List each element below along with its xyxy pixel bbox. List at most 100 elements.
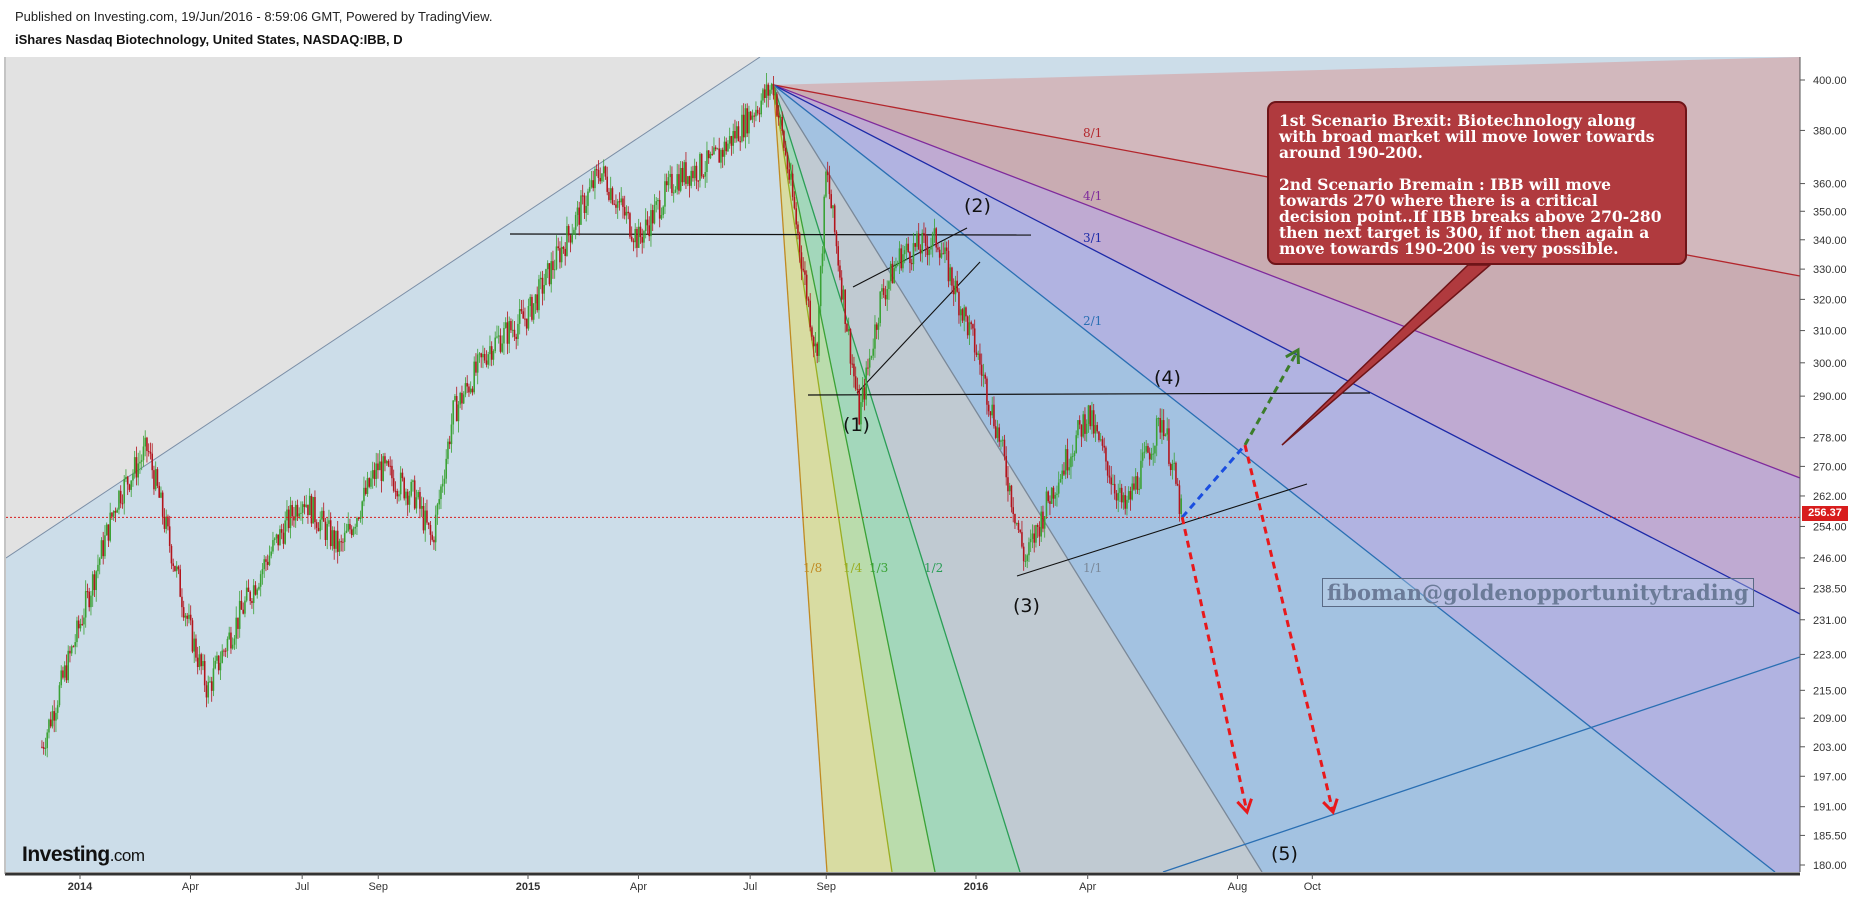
candle-body: [1082, 414, 1085, 437]
resistance-line-mid: [807, 392, 1371, 396]
logo-suffix: .com: [109, 846, 145, 865]
candle-body: [1003, 439, 1006, 456]
y-tick-label: 238.50: [1813, 583, 1847, 595]
candle-body: [149, 451, 152, 454]
candle-body: [363, 487, 365, 502]
candle-body: [728, 136, 731, 144]
candle-body: [1105, 447, 1107, 462]
candle-body: [279, 529, 281, 546]
candle-body: [160, 492, 162, 498]
candle-body: [424, 510, 427, 531]
candle-body: [98, 558, 101, 565]
candle-body: [1150, 453, 1153, 460]
candle-body: [615, 204, 617, 208]
candle-body: [963, 307, 966, 321]
candle-body: [909, 252, 911, 263]
candle-body: [123, 479, 126, 504]
candle-body: [83, 617, 85, 625]
candle-body: [777, 115, 780, 118]
candle-body: [233, 638, 236, 645]
candle-body: [242, 609, 245, 614]
candle-body: [784, 147, 787, 155]
candle-body: [219, 662, 222, 671]
candle-body: [1080, 424, 1083, 437]
candle-body: [1162, 420, 1165, 437]
candle-body: [475, 361, 477, 373]
candle-body: [910, 262, 913, 265]
candle-body: [448, 441, 451, 445]
candle-body: [196, 657, 199, 668]
candle-body: [207, 681, 210, 698]
candle-body: [249, 591, 252, 602]
candle-body: [389, 465, 392, 467]
candle-body: [800, 252, 803, 269]
candle-body: [237, 617, 239, 629]
candle-body: [984, 374, 987, 379]
candle-body: [830, 194, 833, 209]
y-tick-label: 197.00: [1813, 771, 1847, 783]
candle-body: [818, 306, 820, 356]
candle-body: [562, 246, 565, 249]
candle-body: [693, 165, 696, 179]
candle-body: [1091, 410, 1093, 427]
candle-body: [868, 357, 871, 368]
y-tick-label: 231.00: [1813, 615, 1847, 627]
candle-body: [1122, 495, 1125, 503]
candle-body: [776, 94, 778, 116]
candle-body: [398, 494, 400, 497]
candle-body: [296, 504, 299, 517]
y-tick-label: 350.00: [1813, 206, 1847, 218]
candle-body: [336, 530, 339, 552]
candle-body: [422, 505, 425, 531]
candle-body: [1175, 462, 1177, 484]
candle-body: [758, 113, 761, 115]
candle-body: [732, 131, 735, 146]
candle-body: [1024, 560, 1027, 562]
candle-body: [443, 478, 446, 484]
candle-body: [683, 162, 686, 183]
candle-body: [980, 364, 983, 376]
candle-body: [858, 389, 861, 425]
candle-body: [223, 650, 225, 652]
candle-body: [634, 228, 637, 243]
candle-body: [725, 141, 728, 152]
candle-body: [896, 263, 899, 266]
candle-body: [569, 235, 572, 243]
candle-body: [837, 246, 840, 266]
candle-body: [184, 615, 187, 618]
candles: [41, 72, 1183, 758]
candle-body: [723, 141, 726, 157]
candle-body: [979, 353, 981, 365]
candle-body: [940, 253, 943, 258]
candle-body: [116, 509, 119, 513]
candle-body: [349, 523, 351, 530]
candle-body: [559, 248, 561, 263]
candle-body: [655, 201, 658, 205]
candle-body: [851, 363, 854, 365]
candle-body: [702, 176, 705, 178]
candle-body: [755, 109, 757, 117]
candle-body: [391, 465, 393, 479]
candle-body: [536, 294, 539, 311]
candle-body: [270, 551, 273, 556]
candle-body: [212, 668, 215, 691]
candle-body: [1070, 456, 1072, 468]
candle-body: [676, 174, 679, 190]
candle-body: [153, 470, 155, 490]
candle-body: [686, 176, 689, 184]
candle-body: [657, 199, 659, 202]
candle-body: [678, 174, 680, 191]
x-tick-label: 2014: [68, 881, 93, 893]
candle-body: [74, 642, 77, 647]
candle-body: [853, 363, 855, 377]
candle-body: [637, 226, 640, 248]
candle-body: [935, 228, 938, 248]
scenario-2-text: 2nd Scenario Bremain : IBB will move tow…: [1279, 175, 1662, 258]
candle-body: [1159, 418, 1162, 433]
candle-body: [564, 248, 567, 256]
candle-body: [1164, 434, 1167, 437]
x-tick-label: Apr: [1079, 881, 1096, 893]
candle-body: [413, 480, 416, 509]
candle-body: [174, 565, 176, 572]
candle-body: [798, 233, 801, 253]
